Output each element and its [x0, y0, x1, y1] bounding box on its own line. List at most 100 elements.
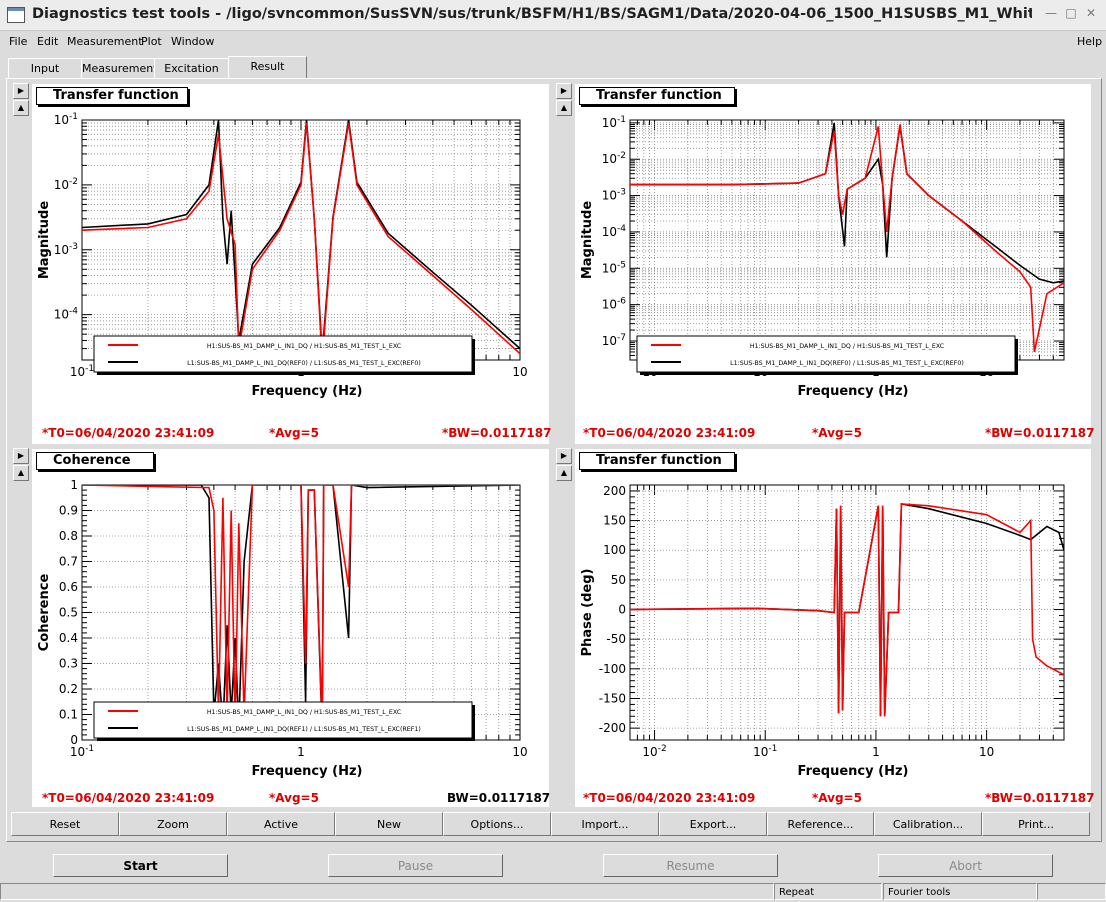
panel-title: Coherence — [36, 452, 154, 470]
abort-button[interactable]: Abort — [878, 854, 1053, 877]
tab-measurement[interactable]: Measurement — [81, 58, 158, 79]
import-button[interactable]: Import... — [551, 812, 659, 836]
legend-entry: H1:SUS-BS_M1_DAMP_L_IN1_DQ / H1:SUS-BS_M… — [750, 343, 945, 350]
menu-measurement[interactable]: Measurement — [67, 35, 143, 48]
y-tick-label: 10-4 — [54, 307, 79, 322]
y-tick-label: 10-3 — [602, 188, 626, 203]
title-bar[interactable]: Diagnostics test tools - /ligo/svncommon… — [0, 0, 1106, 31]
t0-label: *T0=06/04/2020 23:41:09 — [42, 791, 215, 805]
magnitude-chart-right[interactable]: 10-210-111010-710-610-510-410-310-210-1F… — [575, 84, 1091, 444]
series-line-reference — [82, 120, 520, 354]
print-button[interactable]: Print... — [982, 812, 1090, 836]
reference-button[interactable]: Reference... — [767, 812, 874, 836]
calibration-button[interactable]: Calibration... — [874, 812, 982, 836]
maximize-icon[interactable]: □ — [1065, 6, 1077, 20]
menu-window[interactable]: Window — [171, 35, 215, 48]
y-tick-label: -150 — [599, 691, 626, 705]
y-tick-label: 10-2 — [602, 151, 626, 166]
panel-collapse-up-icon[interactable]: ▲ — [556, 465, 572, 481]
panel-title: Transfer function — [36, 87, 188, 105]
series-line-reference — [630, 503, 1064, 717]
series-line-h1 — [630, 124, 1064, 353]
y-tick-label: 0 — [70, 733, 78, 747]
window-title: Diagnostics test tools - /ligo/svncommon… — [32, 6, 1032, 22]
x-tick-label: 10-1 — [753, 744, 777, 759]
panel-expand-right-icon[interactable]: ▶ — [13, 448, 29, 464]
menu-file[interactable]: File — [9, 35, 28, 48]
panel-collapse-up-icon[interactable]: ▲ — [13, 465, 29, 481]
x-tick-label: 10 — [512, 365, 527, 379]
status-extra — [1037, 883, 1106, 900]
y-tick-label: -100 — [599, 662, 626, 676]
tab-input[interactable]: Input — [8, 58, 82, 79]
close-icon[interactable]: ✕ — [1085, 6, 1097, 20]
panel-title: Transfer function — [579, 87, 735, 105]
options-button[interactable]: Options... — [443, 812, 551, 836]
menu-edit[interactable]: Edit — [37, 35, 59, 48]
panel-expand-right-icon[interactable]: ▶ — [556, 448, 572, 464]
panel-expand-right-icon[interactable]: ▶ — [556, 83, 572, 99]
y-tick-label: 10-1 — [54, 112, 78, 127]
panel-expand-right-icon[interactable]: ▶ — [13, 83, 29, 99]
resume-button[interactable]: Resume — [603, 854, 778, 877]
y-tick-label: 50 — [611, 573, 626, 587]
series-line-h1 — [82, 485, 520, 728]
menu-bar: File Edit Measurement Plot Window Help — [0, 31, 1106, 53]
legend-entry: L1:SUS-BS_M1_DAMP_L_IN1_DQ(REF1) / L1:SU… — [187, 726, 421, 733]
plot-panel-phase[interactable]: 10-2 10-1 1 10 -200 -150 -100 -50 0 50 100 150 200 Fr… — [575, 449, 1094, 807]
avg-label: *Avg=5 — [269, 426, 319, 440]
plot-panel-magnitude-right[interactable]: 10-210-111010-710-610-510-410-310-210-1F… — [575, 84, 1095, 444]
pause-button[interactable]: Pause — [328, 854, 503, 877]
legend-box — [93, 701, 473, 739]
y-tick-label: 0.4 — [59, 631, 78, 645]
avg-label: *Avg=5 — [269, 791, 319, 805]
zoom-button[interactable]: Zoom — [119, 812, 227, 836]
y-tick-label: 0.3 — [59, 657, 78, 671]
panel-collapse-up-icon[interactable]: ▲ — [13, 100, 29, 116]
y-axis-label: Magnitude — [37, 201, 52, 280]
phase-chart[interactable]: 10-2 10-1 1 10 -200 -150 -100 -50 0 50 100 150 200 Fr… — [575, 449, 1091, 807]
export-button[interactable]: Export... — [659, 812, 767, 836]
status-bar: Repeat Fourier tools — [0, 881, 1106, 902]
status-message — [0, 883, 774, 900]
tab-result[interactable]: Result — [228, 56, 307, 79]
active-button[interactable]: Active — [227, 812, 335, 836]
bw-label: BW=0.0117187 — [447, 791, 551, 805]
status-repeat: Repeat — [774, 883, 882, 900]
x-axis-label: Frequency (Hz) — [252, 764, 363, 779]
chart-legend: H1:SUS-BS_M1_DAMP_L_IN1_DQ / H1:SUS-BS_M… — [93, 335, 475, 375]
menu-plot[interactable]: Plot — [141, 35, 162, 48]
y-tick-label: 0 — [618, 603, 626, 617]
x-tick-label: 1 — [872, 745, 880, 759]
y-tick-label: 10-5 — [602, 260, 626, 275]
start-button[interactable]: Start — [53, 854, 228, 877]
x-tick-label: 1 — [297, 745, 305, 759]
tab-excitation[interactable]: Excitation — [154, 58, 229, 79]
bw-label: *BW=0.0117187 — [985, 426, 1095, 440]
panel-collapse-up-icon[interactable]: ▲ — [556, 100, 572, 116]
legend-entry: L1:SUS-BS_M1_DAMP_L_IN1_DQ(REF0) / L1:SU… — [730, 360, 964, 367]
y-tick-label: 10-2 — [54, 177, 78, 192]
minimize-icon[interactable]: — — [1045, 6, 1057, 20]
series-line-h1 — [82, 122, 520, 360]
legend-entry: H1:SUS-BS_M1_DAMP_L_IN1_DQ / H1:SUS-BS_M… — [207, 343, 402, 350]
series-line-reference — [630, 122, 1064, 284]
t0-label: *T0=06/04/2020 23:41:09 — [42, 426, 215, 440]
plot-panel-coherence[interactable]: 10-1 1 10 0 0.1 0.2 0.3 0.4 0.5 0.6 0.7 0.8 0.9 1 Freq… — [32, 449, 551, 807]
y-tick-label: 150 — [603, 514, 626, 528]
coherence-chart[interactable]: 10-1 1 10 0 0.1 0.2 0.3 0.4 0.5 0.6 0.7 0.8 0.9 1 Freq… — [32, 449, 549, 807]
y-tick-label: 100 — [603, 543, 626, 557]
avg-label: *Avg=5 — [812, 426, 862, 440]
plot-frame — [629, 484, 1065, 741]
legend-box — [636, 335, 1016, 373]
new-button[interactable]: New — [335, 812, 443, 836]
y-tick-label: 0.5 — [59, 606, 78, 620]
legend-entry: H1:SUS-BS_M1_DAMP_L_IN1_DQ / H1:SUS-BS_M… — [207, 709, 402, 716]
y-tick-label: 0.1 — [59, 708, 78, 722]
x-axis-label: Frequency (Hz) — [798, 384, 909, 399]
menu-help[interactable]: Help — [1077, 35, 1103, 48]
reset-button[interactable]: Reset — [11, 812, 119, 836]
legend-box — [93, 335, 473, 373]
